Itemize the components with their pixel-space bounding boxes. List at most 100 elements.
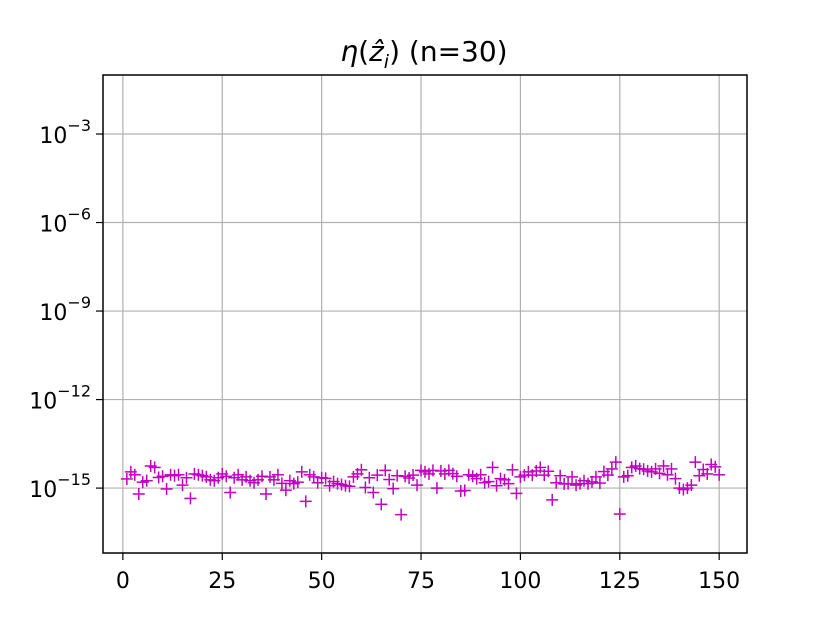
data-point xyxy=(140,474,153,487)
y-tick-label: 10−3 xyxy=(39,116,91,149)
data-point xyxy=(120,472,133,485)
data-point xyxy=(546,493,559,506)
x-tick-label: 150 xyxy=(698,569,740,594)
y-tick-base: 10 xyxy=(29,478,57,503)
data-point xyxy=(566,470,579,483)
data-points xyxy=(120,456,726,521)
x-tick-label: 100 xyxy=(499,569,541,594)
x-tick-label: 125 xyxy=(599,569,641,594)
data-point xyxy=(291,476,304,489)
y-tick-exponent: −15 xyxy=(57,470,91,489)
chart-title: η(ẑi) (n=30) xyxy=(340,35,507,73)
data-point xyxy=(562,477,575,490)
plot-frame xyxy=(102,74,748,554)
data-point xyxy=(224,486,237,499)
x-axis-ticks: 0 25 50 75 100 125 150 xyxy=(116,553,740,594)
data-point xyxy=(156,470,169,483)
y-tick-exponent: −12 xyxy=(57,382,91,401)
data-point xyxy=(621,469,634,482)
data-point xyxy=(180,471,193,484)
y-tick-exponent: −9 xyxy=(67,293,91,312)
x-tick-label: 50 xyxy=(308,569,336,594)
data-point xyxy=(275,477,288,490)
data-point xyxy=(367,486,380,499)
data-point xyxy=(379,464,392,477)
data-point xyxy=(375,498,388,511)
data-point xyxy=(534,461,547,474)
y-tick-label: 10−9 xyxy=(39,293,91,326)
data-point xyxy=(482,475,495,488)
data-point xyxy=(689,456,702,469)
data-point xyxy=(172,468,185,481)
data-point xyxy=(395,508,408,521)
data-point xyxy=(609,456,622,469)
data-point xyxy=(458,484,471,497)
data-point xyxy=(132,487,145,500)
data-point xyxy=(605,462,618,475)
data-point xyxy=(371,469,384,482)
y-tick-label: 10−15 xyxy=(29,470,91,503)
data-point xyxy=(148,461,161,474)
title-zhat: ẑ xyxy=(368,35,385,68)
y-tick-label: 10−12 xyxy=(29,382,91,415)
data-point xyxy=(554,469,567,482)
data-point xyxy=(542,465,555,478)
y-tick-base: 10 xyxy=(29,390,57,415)
x-tick-label: 25 xyxy=(208,569,236,594)
data-point xyxy=(474,468,487,481)
data-point xyxy=(430,482,443,495)
data-point xyxy=(176,479,189,492)
y-tick-label: 10−6 xyxy=(39,205,91,238)
data-point xyxy=(506,463,519,476)
data-point xyxy=(701,467,714,480)
data-point xyxy=(359,481,372,494)
data-point xyxy=(589,470,602,483)
data-point xyxy=(502,477,515,490)
data-point xyxy=(713,468,726,481)
data-point xyxy=(387,482,400,495)
data-point xyxy=(279,484,292,497)
data-point xyxy=(669,472,682,485)
data-point xyxy=(593,477,606,490)
x-tick-label: 0 xyxy=(116,569,130,594)
data-point xyxy=(486,461,499,474)
title-subscript: i xyxy=(384,51,390,73)
title-rest: (n=30) xyxy=(400,35,508,68)
data-point xyxy=(355,463,368,476)
data-point xyxy=(259,487,272,500)
data-point xyxy=(220,470,233,483)
data-point xyxy=(709,460,722,473)
data-point xyxy=(271,468,284,481)
data-point xyxy=(128,468,141,481)
data-point xyxy=(613,508,626,521)
data-point xyxy=(383,473,396,486)
y-tick-base: 10 xyxy=(39,301,67,326)
y-tick-base: 10 xyxy=(39,124,67,149)
title-eta: η xyxy=(340,35,358,68)
data-point xyxy=(657,459,670,472)
data-point xyxy=(490,479,503,492)
y-tick-base: 10 xyxy=(39,213,67,238)
data-point xyxy=(653,467,666,480)
data-point xyxy=(685,479,698,492)
data-point xyxy=(450,470,463,483)
data-point xyxy=(693,469,706,482)
data-point xyxy=(295,465,308,478)
x-tick-label: 75 xyxy=(407,569,435,594)
data-point xyxy=(363,471,376,484)
data-point xyxy=(411,479,424,492)
data-point xyxy=(343,480,356,493)
data-point xyxy=(184,492,197,505)
data-point xyxy=(550,476,563,489)
data-point xyxy=(160,482,173,495)
data-point xyxy=(510,487,523,500)
title-close-paren: ) xyxy=(389,35,400,68)
data-point xyxy=(319,472,332,485)
data-point xyxy=(665,462,678,475)
y-tick-exponent: −6 xyxy=(67,205,91,224)
data-point xyxy=(407,469,420,482)
data-point xyxy=(601,469,614,482)
title-open-paren: ( xyxy=(358,35,369,68)
